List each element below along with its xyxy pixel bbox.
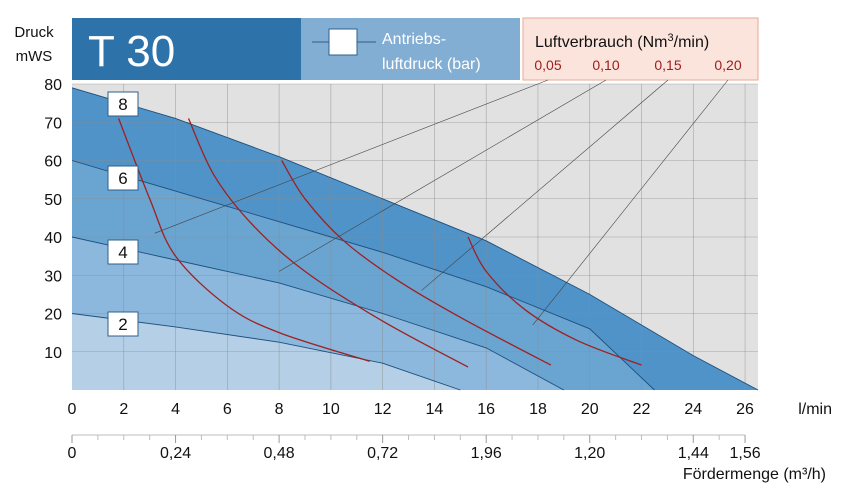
x-tick-label: 18 [529, 401, 547, 418]
secondary-tick-label: 0,48 [264, 445, 295, 462]
y-axis-label-line2: mWS [16, 48, 53, 65]
plot-area: 8 6 4 2 [71, 79, 759, 391]
y-axis-label-line1: Druck [14, 24, 54, 41]
x-tick-label: 4 [171, 401, 180, 418]
x-tick-label: 10 [322, 401, 340, 418]
pressure-legend-label-line1: Antriebs- [382, 31, 446, 48]
pressure-tag-2: 2 [118, 315, 127, 334]
pressure-legend-label-line2: luftdruck (bar) [382, 56, 481, 73]
x-tick-label: 0 [68, 401, 77, 418]
air-curve-0,20 [467, 236, 642, 366]
y-tick-label: 70 [44, 115, 62, 132]
pressure-tag-8: 8 [118, 95, 127, 114]
pressure-tag-box-8 [107, 91, 139, 117]
air-value-label: 0,20 [714, 57, 741, 73]
air-value-label: 0,15 [654, 57, 681, 73]
x-axis-label: l/min [798, 401, 832, 418]
y-tick-label: 80 [44, 77, 62, 94]
air-leader-0,20 [532, 79, 729, 326]
title-box [72, 18, 301, 80]
secondary-tick-label: 1,44 [678, 445, 709, 462]
y-tick-label: 10 [44, 345, 62, 362]
secondary-tick-label: 0 [68, 445, 77, 462]
secondary-axis-label: Fördermenge (m³/h) [683, 466, 826, 483]
x-tick-label: 26 [736, 401, 754, 418]
x-tick-label: 20 [581, 401, 599, 418]
y-tick-label: 60 [44, 154, 62, 171]
x-tick-label: 12 [374, 401, 392, 418]
pressure-line-4 [71, 236, 565, 391]
pressure-tag-4: 4 [118, 243, 127, 262]
y-tick-label: 20 [44, 307, 62, 324]
y-tick-label: 30 [44, 268, 62, 285]
x-tick-label: 6 [223, 401, 232, 418]
air-consumption-title: Luftverbrauch (Nm3/min) [535, 32, 709, 51]
air-leader-0,05 [154, 79, 549, 234]
x-tick-label: 24 [684, 401, 702, 418]
air-curve-0,10 [187, 118, 469, 368]
x-tick-label: 16 [477, 401, 495, 418]
secondary-tick-label: 1,56 [729, 445, 760, 462]
air-curve-0,15 [281, 160, 552, 366]
x-tick-label: 8 [275, 401, 284, 418]
air-value-label: 0,05 [534, 57, 561, 73]
pressure-line-8 [71, 87, 759, 391]
air-leader-0,15 [421, 79, 669, 291]
secondary-tick-label: 1,96 [471, 445, 502, 462]
pressure-tag-box-6 [107, 165, 139, 191]
air-curve-0,05 [117, 118, 370, 362]
air-consumption-box [522, 17, 759, 81]
pressure-tag-box-4 [107, 239, 139, 265]
pressure-line-2 [71, 313, 461, 391]
air-consumption-title-sup: 3 [668, 32, 674, 44]
pressure-legend-swatch [328, 28, 358, 56]
air-leader-0,10 [278, 79, 607, 272]
x-tick-label: 14 [426, 401, 444, 418]
model-title: T 30 [88, 27, 175, 76]
x-tick-label: 22 [633, 401, 651, 418]
y-tick-label: 40 [44, 230, 62, 247]
secondary-tick-label: 1,20 [574, 445, 605, 462]
pressure-tag-box-2 [107, 311, 139, 337]
air-value-label: 0,10 [592, 57, 619, 73]
pressure-line-6 [71, 160, 655, 391]
air-consumption-values: 0,05 0,10 0,15 0,20 [534, 57, 741, 73]
pressure-tag-6: 6 [118, 169, 127, 188]
y-tick-label: 50 [44, 192, 62, 209]
x-tick-label: 2 [119, 401, 128, 418]
secondary-tick-label: 0,72 [367, 445, 398, 462]
secondary-tick-label: 0,24 [160, 445, 191, 462]
